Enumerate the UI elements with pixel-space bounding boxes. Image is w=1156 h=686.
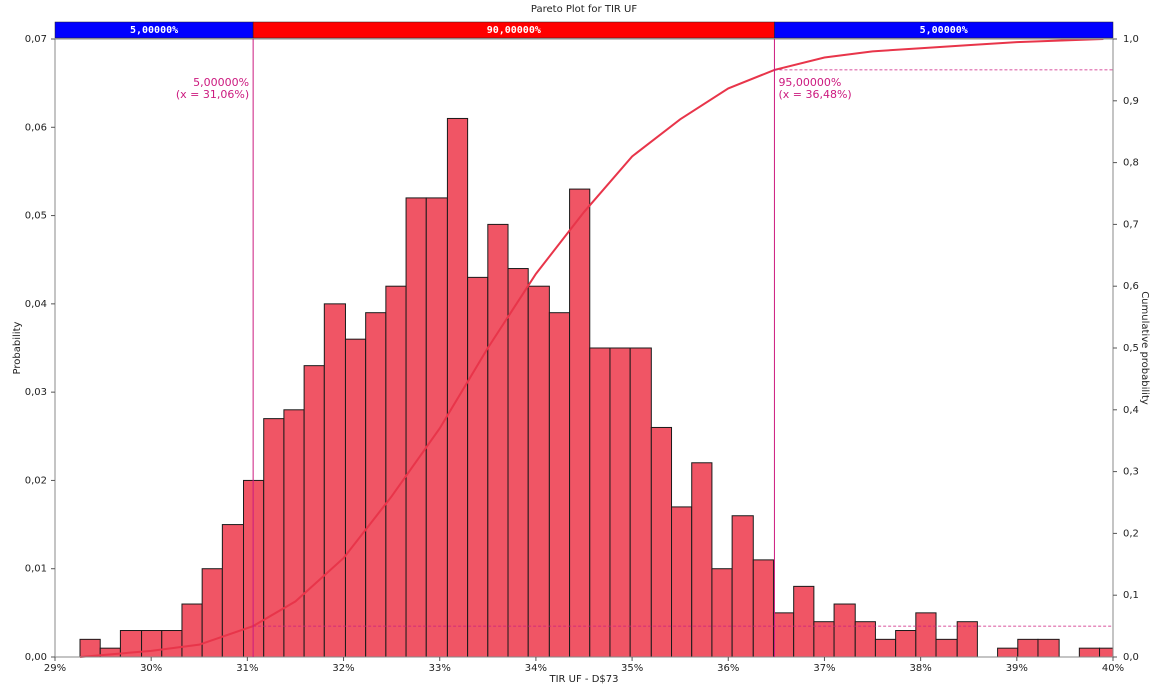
marker-label: 5,00000% (193, 76, 249, 89)
bar (915, 612, 937, 658)
x-tick-label: 40% (1102, 663, 1124, 674)
y-tick-label: 0,02 (25, 475, 47, 486)
bar (1099, 647, 1113, 658)
y-tick-label: 0,00 (25, 652, 47, 663)
bar (589, 347, 611, 658)
y2-tick-label: 0,9 (1123, 96, 1139, 107)
bar (181, 603, 203, 658)
bar (691, 462, 713, 658)
bar (895, 630, 917, 658)
bar (650, 426, 673, 658)
bar (548, 312, 571, 658)
bar (569, 188, 591, 658)
x-axis-label: TIR UF - D$73 (548, 674, 618, 685)
y2-tick-label: 0,6 (1123, 281, 1139, 292)
y-axis-label: Probability (12, 321, 23, 374)
bar (711, 568, 733, 658)
bar (161, 630, 183, 658)
bar (1078, 647, 1101, 658)
bar (507, 268, 529, 658)
bar (323, 303, 346, 658)
x-tick-label: 37% (813, 663, 835, 674)
cumulative-line (79, 39, 1104, 658)
y-tick-label: 0,05 (25, 211, 47, 222)
bar (365, 312, 387, 658)
x-tick-label: 31% (236, 663, 258, 674)
band-label: 5,00000% (920, 25, 968, 36)
y-tick-label: 0,07 (25, 34, 47, 45)
bar (467, 276, 489, 658)
bar (833, 603, 856, 658)
bar (425, 197, 448, 658)
y2-tick-label: 0,4 (1123, 405, 1139, 416)
y2-tick-label: 0,3 (1123, 467, 1139, 478)
band-label: 5,00000% (130, 25, 178, 36)
bar (263, 418, 285, 658)
bar (283, 409, 305, 658)
y-tick-label: 0,01 (25, 564, 47, 575)
y2-tick-label: 0,5 (1123, 343, 1139, 354)
x-tick-label: 30% (140, 663, 162, 674)
x-tick-label: 35% (621, 663, 643, 674)
bar (1017, 638, 1039, 658)
y2-tick-label: 0,1 (1123, 590, 1139, 601)
bar (79, 638, 101, 658)
bar (731, 515, 754, 658)
y2-tick-label: 1,0 (1123, 34, 1139, 45)
bar (854, 621, 876, 658)
marker-label: 95,00000% (778, 76, 841, 89)
y2-axis-label: Cumulative probability (1139, 291, 1150, 405)
y-tick-label: 0,04 (25, 299, 47, 310)
bar (956, 621, 978, 658)
bar (935, 638, 958, 658)
band (774, 21, 1114, 39)
bar (609, 347, 631, 658)
bar (629, 347, 652, 658)
y-tick-label: 0,06 (25, 122, 47, 133)
x-tick-label: 29% (44, 663, 66, 674)
bar (793, 585, 815, 658)
x-tick-label: 33% (429, 663, 451, 674)
bar (874, 638, 897, 658)
y-tick-label: 0,03 (25, 387, 47, 398)
y2-tick-label: 0,2 (1123, 528, 1139, 539)
plot-area (79, 39, 1113, 658)
bar (201, 568, 223, 658)
x-tick-label: 38% (910, 663, 932, 674)
bar (527, 285, 550, 658)
bar (772, 612, 795, 658)
bar (344, 338, 367, 658)
bar (221, 524, 245, 658)
marker-x-label: (x = 31,06%) (176, 88, 249, 101)
bar (1037, 638, 1060, 658)
chart-title: Pareto Plot for TIR UF (531, 4, 637, 15)
bar (671, 506, 693, 658)
marker-x-label: (x = 36,48%) (778, 88, 851, 101)
bar (303, 365, 325, 658)
x-tick-label: 34% (525, 663, 547, 674)
bar (385, 285, 407, 658)
band-label: 90,00000% (487, 25, 541, 36)
bar (141, 630, 163, 658)
x-tick-label: 36% (717, 663, 739, 674)
bar (813, 621, 835, 658)
bar (752, 559, 774, 658)
y2-tick-label: 0,0 (1123, 652, 1139, 663)
bar (487, 223, 509, 658)
y2-tick-label: 0,8 (1123, 158, 1139, 169)
x-tick-label: 32% (332, 663, 354, 674)
x-tick-label: 39% (1006, 663, 1028, 674)
bar (997, 647, 1019, 658)
y2-tick-label: 0,7 (1123, 219, 1139, 230)
bar (405, 197, 427, 658)
